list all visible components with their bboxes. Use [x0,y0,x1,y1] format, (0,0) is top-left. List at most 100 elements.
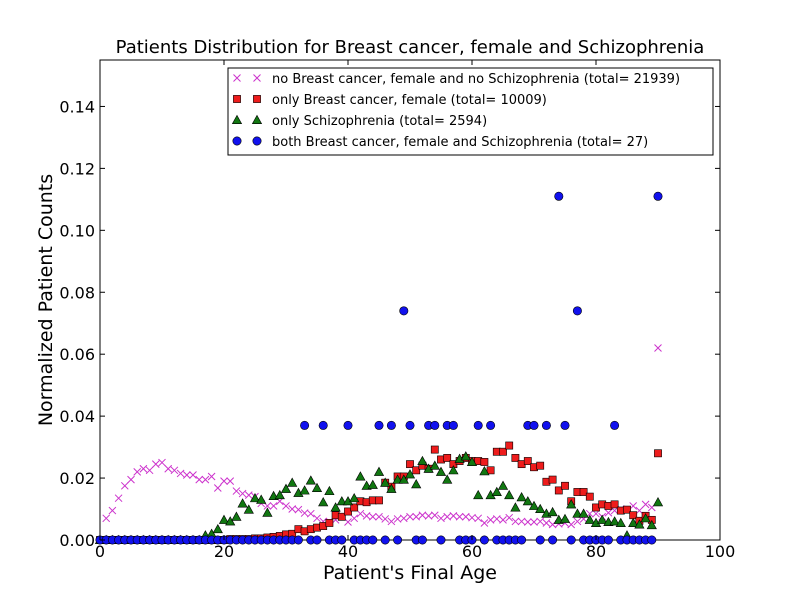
data-point [641,500,650,509]
legend: no Breast cancer, female and no Schizoph… [227,67,714,156]
data-point [449,511,458,520]
data-point [530,518,538,526]
data-point [473,420,483,430]
data-point [510,502,521,512]
data-point [330,502,341,512]
data-point [158,458,166,467]
data-point [417,455,428,466]
data-point [572,508,583,518]
data-point [195,475,204,484]
data-point [274,489,285,500]
data-point [201,475,210,484]
data-point [436,535,446,545]
data-point [139,464,148,473]
data-point [355,471,366,481]
data-point [466,456,478,466]
data-point [362,511,371,520]
data-point [300,509,309,517]
data-point [528,500,540,510]
data-point [491,486,502,496]
data-point [573,517,582,526]
data-point [280,483,292,493]
data-point [609,516,620,526]
data-point [654,344,662,352]
data-point [536,517,545,526]
data-point [374,420,384,430]
data-point [412,466,421,475]
data-point [486,420,496,430]
data-point [578,508,589,518]
data-point [288,505,297,513]
data-point [133,468,142,476]
data-point [499,447,507,456]
legend-entry: only Schizophrenia (total= 2594) [231,114,487,129]
legend-marker [253,74,261,82]
data-point [324,485,335,496]
data-point [597,514,608,524]
data-point [114,494,123,503]
data-point [392,474,403,484]
data-point [293,535,303,545]
legend-label: only Breast cancer, female (total= 10009… [272,93,547,108]
data-point [499,516,507,524]
data-point [492,515,501,523]
data-point [504,489,515,500]
data-point [189,471,197,479]
data-point [417,535,427,545]
data-point [566,499,577,509]
data-point [430,420,440,430]
data-point [541,420,551,430]
data-point [460,451,471,461]
data-point [373,466,385,476]
data-point [176,469,185,478]
data-point [418,511,427,520]
data-point [337,512,346,521]
data-point [585,492,594,501]
data-point [647,535,657,545]
data-point [536,461,545,470]
data-point [102,514,111,523]
data-point [393,515,402,523]
data-point [435,466,447,476]
data-point [448,465,459,475]
data-point [368,535,378,545]
data-point [406,460,414,469]
data-point [294,505,303,514]
data-marks [94,191,664,545]
data-point [299,485,310,495]
y-tick-label: 0.10 [59,221,95,240]
data-point [380,535,390,545]
data-point [311,482,323,492]
data-point [448,420,458,430]
data-point [151,460,160,468]
data-point [411,479,422,489]
data-point [269,502,278,510]
data-point [225,516,236,526]
data-point [170,466,179,475]
data-point [237,498,248,508]
series-o-3 [95,191,663,545]
data-point [529,420,539,430]
data-point [517,517,526,526]
data-point [412,512,421,521]
data-point [393,535,403,545]
data-point [628,517,639,527]
series-x-0 [102,344,662,529]
data-point [213,484,222,492]
data-point [561,481,569,490]
data-point [207,472,216,481]
data-point [300,420,310,430]
data-point [554,486,563,495]
legend-entry: both Breast cancer, female and Schizophr… [232,135,648,150]
data-point [220,477,228,486]
data-point [430,445,439,454]
data-point [654,449,662,458]
data-point [443,512,452,521]
legend-marker [253,95,261,103]
data-point [108,506,117,515]
data-point [479,466,490,476]
legend-label: both Breast cancer, female and Schizophr… [272,135,648,150]
data-point [282,502,290,510]
x-tick-label: 60 [462,542,482,561]
